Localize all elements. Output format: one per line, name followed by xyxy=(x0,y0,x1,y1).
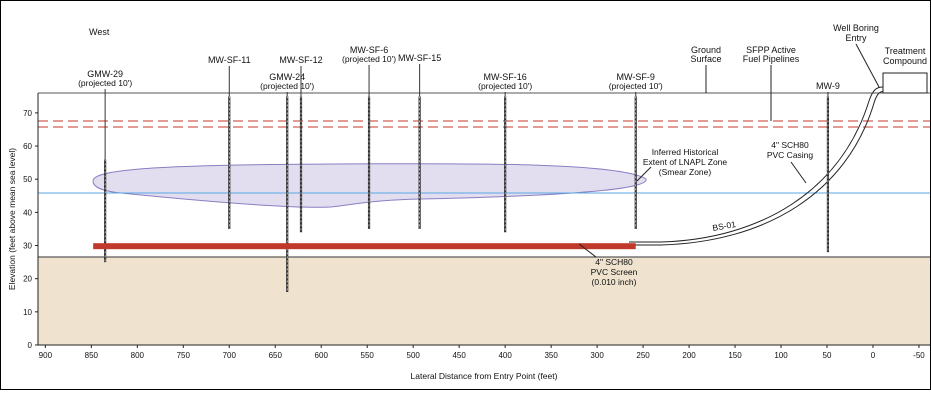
x-tick-label: 200 xyxy=(682,351,696,360)
well-note-label: (projected 10') xyxy=(478,81,532,91)
y-tick-label: 40 xyxy=(23,208,32,217)
well-note-label: (projected 10') xyxy=(609,81,663,91)
x-tick-label: 750 xyxy=(177,351,191,360)
treatment-compound-box xyxy=(882,72,928,94)
casing-label: PVC Casing xyxy=(767,150,814,160)
well-name-label: MW-9 xyxy=(816,81,840,91)
well-note-label: (projected 10') xyxy=(342,54,396,64)
well-name-label: GMW-29 xyxy=(87,69,123,79)
x-tick-label: 800 xyxy=(131,351,145,360)
boring-id-label: BS-01 xyxy=(712,219,737,233)
x-tick-label: -50 xyxy=(913,351,925,360)
x-tick-label: 100 xyxy=(774,351,788,360)
y-tick-label: 20 xyxy=(23,275,32,284)
well-name-label: MW-SF-11 xyxy=(208,55,251,65)
x-tick-label: 550 xyxy=(361,351,375,360)
y-ticks: 0 10 20 30 40 50 60 70 xyxy=(23,109,38,350)
casing-leader xyxy=(790,161,807,184)
x-tick-label: 350 xyxy=(544,351,558,360)
lnapl-label: Extent of LNAPL Zone xyxy=(643,157,728,167)
x-axis-label: Lateral Distance from Entry Point (feet) xyxy=(411,371,558,381)
screen-label: 4" SCH80 xyxy=(595,257,633,267)
lnapl-leader xyxy=(636,166,652,182)
well-entry-leader xyxy=(855,43,880,88)
x-tick-label: 450 xyxy=(452,351,466,360)
well-name-label: MW-SF-9 xyxy=(617,72,655,82)
well-entry-label: Well Boring xyxy=(833,23,879,33)
y-tick-label: 0 xyxy=(28,341,33,350)
y-tick-label: 10 xyxy=(23,308,32,317)
x-tick-label: 900 xyxy=(39,351,53,360)
x-tick-label: 400 xyxy=(498,351,512,360)
casing-label: 4" SCH80 xyxy=(771,140,809,150)
direction-label: West xyxy=(89,27,110,37)
well-note-label: (projected 10') xyxy=(260,81,314,91)
x-tick-label: 150 xyxy=(728,351,742,360)
y-tick-label: 30 xyxy=(23,242,32,251)
wells-group: GMW-29(projected 10')MW-SF-11GMW-24(proj… xyxy=(78,45,840,292)
x-tick-label: 0 xyxy=(871,351,876,360)
well-name-label: GMW-24 xyxy=(269,72,305,82)
x-tick-label: 650 xyxy=(269,351,283,360)
well-entry-label: Entry xyxy=(845,33,867,43)
soil-zone xyxy=(38,257,930,345)
well-name-label: MW-SF-16 xyxy=(483,72,526,82)
lnapl-label: Inferred Historical xyxy=(652,147,719,157)
pvc-screen xyxy=(93,243,636,250)
y-tick-label: 70 xyxy=(23,109,32,118)
well-name-label: MW-SF-6 xyxy=(350,45,388,55)
x-tick-label: 50 xyxy=(823,351,832,360)
screen-label: PVC Screen xyxy=(591,267,638,277)
pipelines-label: SFPP Active xyxy=(746,45,796,55)
x-tick-label: 250 xyxy=(636,351,650,360)
treatment-label: Compound xyxy=(883,56,927,66)
y-axis-label: Elevation (feet above mean sea level) xyxy=(7,148,17,290)
well-name-label: MW-SF-12 xyxy=(279,55,322,65)
x-tick-label: 600 xyxy=(315,351,329,360)
x-tick-label: 700 xyxy=(223,351,237,360)
well-name-label: MW-SF-15 xyxy=(398,53,441,63)
treatment-label: Treatment xyxy=(885,46,926,56)
pipelines-label: Fuel Pipelines xyxy=(743,54,800,64)
ground-surface-label: Ground xyxy=(691,45,721,55)
boring-casing-inner xyxy=(629,90,887,246)
screen-label: (0.010 inch) xyxy=(592,277,637,287)
x-tick-label: 500 xyxy=(407,351,421,360)
x-ticks: 900 850 800 750 700 650 600 550 500 450 400 350 300 2… xyxy=(39,345,925,360)
x-tick-label: 300 xyxy=(590,351,604,360)
boring-casing xyxy=(629,86,884,243)
lnapl-label: (Smear Zone) xyxy=(659,167,712,177)
y-tick-label: 60 xyxy=(23,142,32,151)
x-tick-label: 850 xyxy=(85,351,99,360)
screen-leader xyxy=(578,243,597,258)
y-tick-label: 50 xyxy=(23,175,32,184)
ground-surface-label: Surface xyxy=(690,54,721,64)
well-note-label: (projected 10') xyxy=(78,78,132,88)
